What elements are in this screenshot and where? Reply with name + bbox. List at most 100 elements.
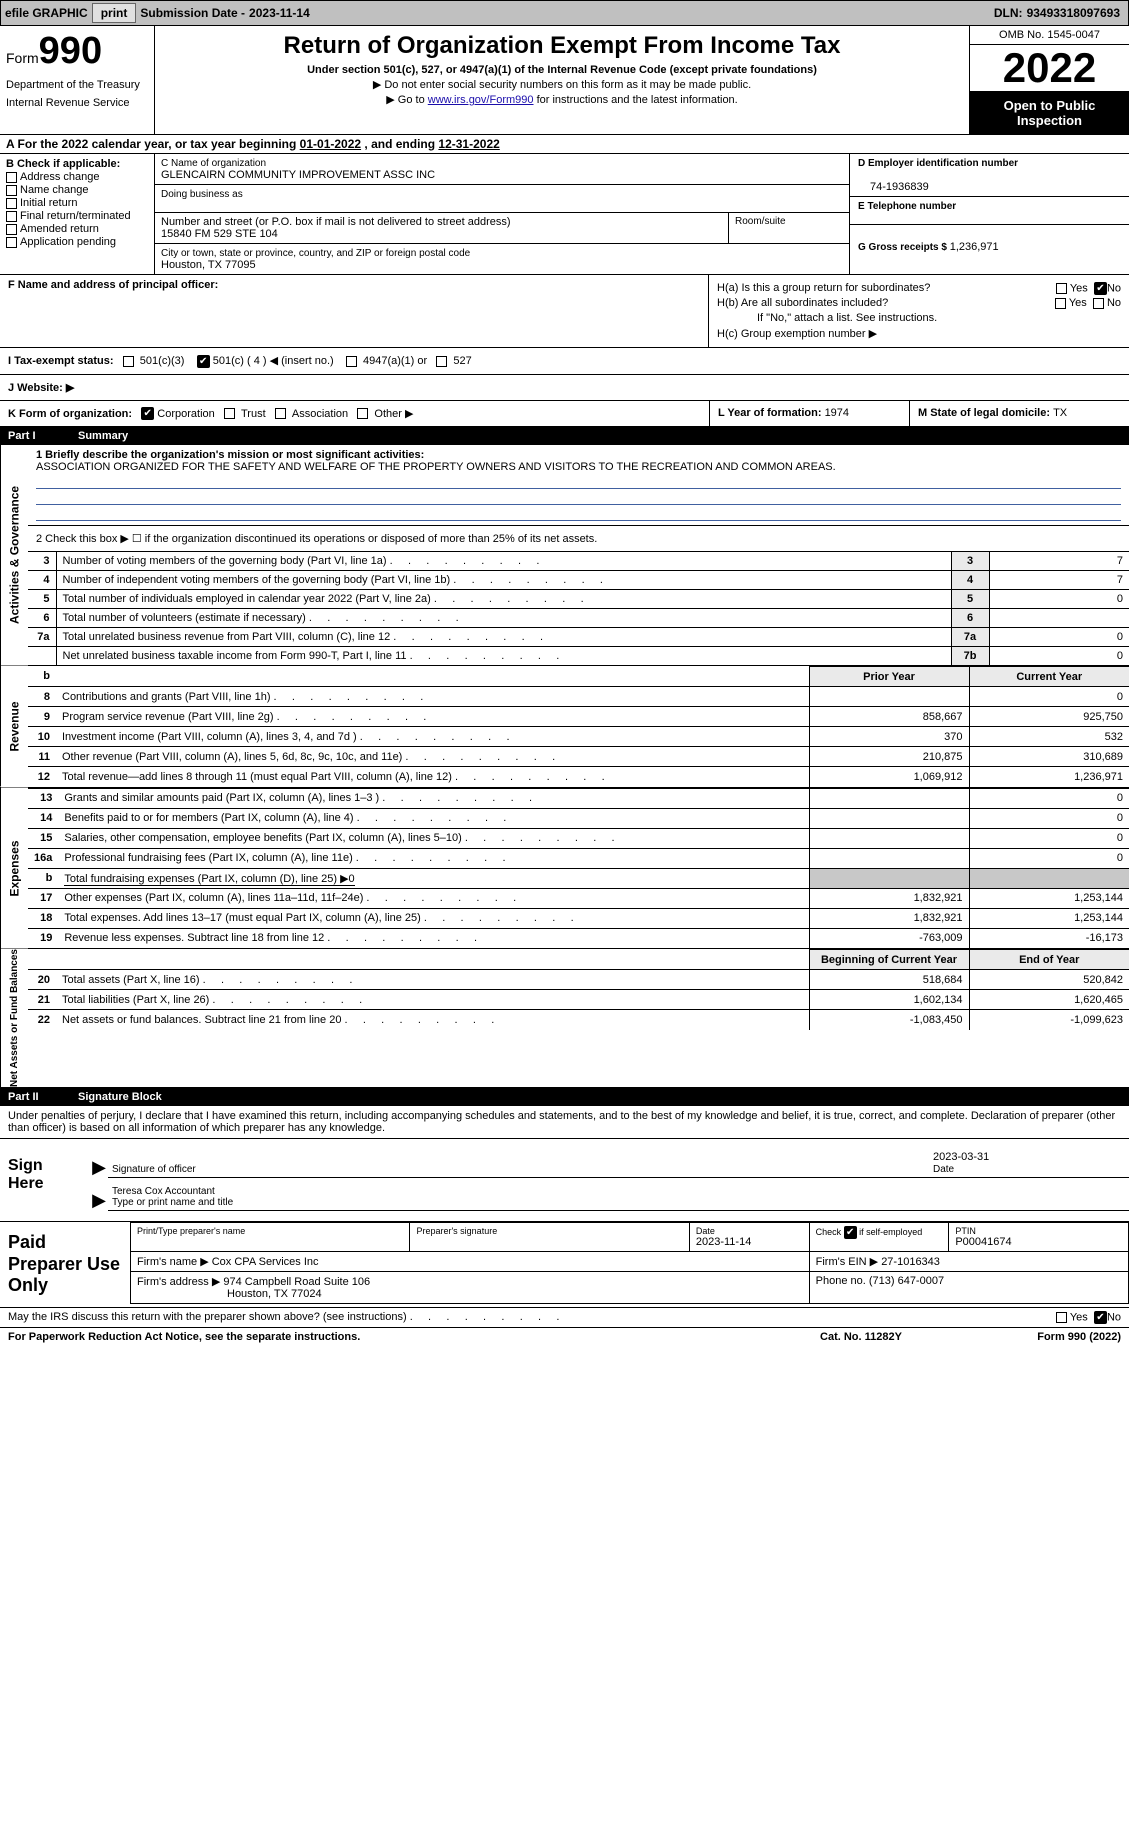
part-1-title: Summary [78,430,128,442]
vert-expenses: Expenses [0,788,28,949]
chk-4947[interactable] [346,356,357,367]
rev-row: 12Total revenue—add lines 8 through 11 (… [28,767,1129,787]
preparer-table: Print/Type preparer's name Preparer's si… [130,1222,1129,1304]
instruction-line-2: ▶ Go to www.irs.gov/Form990 for instruct… [163,93,961,106]
revenue-block: Revenue b Prior Year Current Year 8Contr… [0,666,1129,788]
form-number: 990 [39,30,102,72]
form-subtitle: Under section 501(c), 527, or 4947(a)(1)… [163,64,961,76]
discuss-yes[interactable] [1056,1312,1067,1323]
section-a-pre: A For the 2022 calendar year, or tax yea… [6,137,300,151]
ein-value: 74-1936839 [858,181,929,193]
section-f-h: F Name and address of principal officer:… [0,275,1129,348]
ha-line: H(a) Is this a group return for subordin… [717,282,1121,294]
firm-addr-label: Firm's address ▶ [137,1276,223,1288]
name-title-field: Teresa Cox Accountant Type or print name… [108,1184,1129,1211]
chk-amended-return[interactable]: Amended return [6,223,148,235]
part-2-num: Part II [8,1091,78,1103]
chk-application-pending[interactable]: Application pending [6,236,148,248]
chk-501c3[interactable] [123,356,134,367]
form-header: Form990 Department of the Treasury Inter… [0,26,1129,135]
instruction-line-1: ▶ Do not enter social security numbers o… [163,78,961,91]
gov-row: Net unrelated business taxable income fr… [28,647,1129,666]
part-2-header: Part II Signature Block [0,1088,1129,1106]
firm-addr2: Houston, TX 77024 [137,1288,322,1300]
dept-treasury: Department of the Treasury [6,79,148,91]
net-assets-table: Beginning of Current Year End of Year 20… [28,949,1129,1030]
chk-association[interactable] [275,408,286,419]
firm-ein-label: Firm's EIN ▶ [816,1256,882,1268]
chk-final-return[interactable]: Final return/terminated [6,210,148,222]
chk-initial-return[interactable]: Initial return [6,197,148,209]
exp-row: 15Salaries, other compensation, employee… [28,828,1129,848]
chk-trust[interactable] [224,408,235,419]
omb-number: OMB No. 1545-0047 [970,26,1129,45]
part-2-title: Signature Block [78,1091,162,1103]
section-b: B Check if applicable: Address change Na… [0,154,155,274]
chk-corporation[interactable]: ✔ [141,407,154,420]
year-formation: 1974 [825,407,849,419]
net-row: 22Net assets or fund balances. Subtract … [28,1010,1129,1030]
state-domicile: TX [1053,407,1067,419]
mission-section: 1 Briefly describe the organization's mi… [28,445,1129,525]
dln-label: DLN: [994,6,1023,20]
chk-other[interactable] [357,408,368,419]
discuss-no[interactable]: ✔ [1094,1311,1107,1324]
chk-address-change[interactable]: Address change [6,171,148,183]
firm-addr1: 974 Campbell Road Suite 106 [223,1276,370,1288]
prior-year-header: Prior Year [809,667,969,687]
tax-year-end: 12-31-2022 [438,137,499,151]
officer-signature-field[interactable]: Signature of officer [108,1151,929,1178]
section-d-e-g: D Employer identification number 74-1936… [849,154,1129,274]
print-name-label: Print/Type preparer's name [137,1226,403,1236]
form-ref: Form 990 (2022) [961,1331,1121,1343]
rev-row: 11Other revenue (Part VIII, column (A), … [28,747,1129,767]
exp-row: 14Benefits paid to or for members (Part … [28,808,1129,828]
gross-label: G Gross receipts $ [858,242,950,253]
chk-527[interactable] [436,356,447,367]
expenses-table: 13Grants and similar amounts paid (Part … [28,788,1129,949]
irs-label: Internal Revenue Service [6,97,148,109]
paperwork-notice: For Paperwork Reduction Act Notice, see … [8,1331,761,1343]
section-k-label: K Form of organization: [8,408,132,420]
form-word: Form [6,50,39,66]
inspect-line2: Inspection [1017,113,1082,128]
exp-row: 18Total expenses. Add lines 13–17 (must … [28,908,1129,928]
section-l-label: L Year of formation: [718,407,825,419]
governance-table: 3Number of voting members of the governi… [28,551,1129,665]
prep-sig-label: Preparer's signature [416,1226,682,1236]
paid-preparer-block: Paid Preparer Use Only Print/Type prepar… [0,1222,1129,1308]
line1-label: 1 Briefly describe the organization's mi… [36,449,424,461]
firm-ein: 27-1016343 [881,1256,940,1268]
expenses-block: Expenses 13Grants and similar amounts pa… [0,788,1129,950]
sig-arrow-icon: ▶ [90,1157,108,1178]
goto-prefix: ▶ Go to [386,94,427,106]
sig-date-field: 2023-03-31 Date [929,1149,1129,1178]
street-value: 15840 FM 529 STE 104 [161,228,278,240]
print-button[interactable]: print [92,3,137,23]
part-1-num: Part I [8,430,78,442]
firm-name-label: Firm's name ▶ [137,1256,212,1268]
exp-row: 19Revenue less expenses. Subtract line 1… [28,928,1129,948]
inspect-line1: Open to Public [1004,98,1096,113]
line2: 2 Check this box ▶ ☐ if the organization… [28,525,1129,551]
tax-year: 2022 [970,45,1129,92]
efile-label: efile GRAPHIC [5,6,88,20]
irs-link[interactable]: www.irs.gov/Form990 [428,94,534,106]
section-f-label: F Name and address of principal officer: [8,279,700,291]
hb-note: If "No," attach a list. See instructions… [717,312,1121,324]
ein-label: D Employer identification number [858,158,1018,169]
mission-text: ASSOCIATION ORGANIZED FOR THE SAFETY AND… [36,461,1121,473]
part-1-header: Part I Summary [0,427,1129,445]
chk-501c[interactable]: ✔ [197,355,210,368]
gov-row: 4Number of independent voting members of… [28,571,1129,590]
revenue-table: b Prior Year Current Year 8Contributions… [28,666,1129,787]
ptin-value: P00041674 [955,1236,1011,1248]
phone-label: E Telephone number [858,201,956,212]
top-toolbar: efile GRAPHIC print Submission Date - 20… [0,0,1129,26]
chk-name-change[interactable]: Name change [6,184,148,196]
section-a-tax-year: A For the 2022 calendar year, or tax yea… [0,135,1129,154]
vert-revenue: Revenue [0,666,28,787]
section-c: C Name of organization GLENCAIRN COMMUNI… [155,154,849,274]
room-label: Room/suite [735,216,786,227]
principal-officer-value [8,291,700,341]
